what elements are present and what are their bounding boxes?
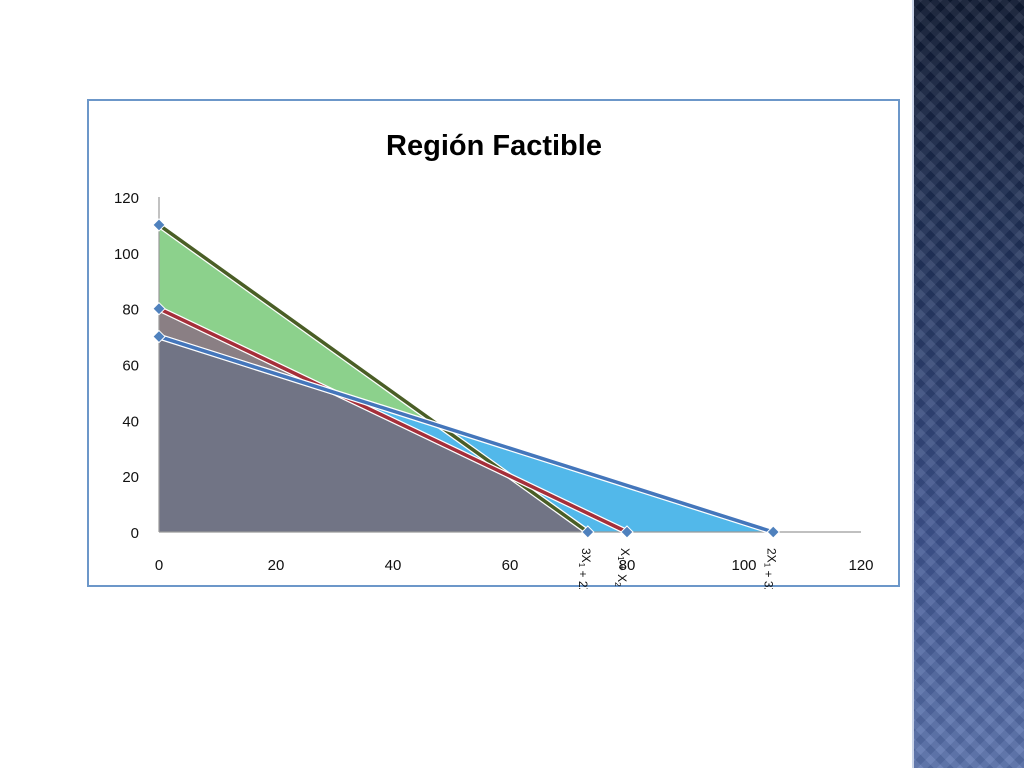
decorative-side-panel <box>912 0 1024 768</box>
chart-frame: Región Factible 0 20 40 60 80 100 120 0 20 40 60 80… <box>87 99 900 641</box>
constraint-label-text: 2X <box>764 548 778 563</box>
axes <box>158 197 861 533</box>
y-tick-label-6: 120 <box>114 190 139 207</box>
constraint-label-text: + 2X <box>576 567 590 589</box>
y-tick-label-4: 80 <box>122 302 139 319</box>
constraint-line-c2 <box>157 306 629 534</box>
constraint-label-subscript: 1 <box>616 556 625 561</box>
constraint-label-subscript: 2 <box>613 582 622 587</box>
x-tick-label-1: 20 <box>268 557 285 574</box>
x-tick-label-2: 40 <box>385 557 402 574</box>
x-tick-label-3: 60 <box>502 557 519 574</box>
marker-c1-0 <box>152 218 166 232</box>
marker-c2-0 <box>152 301 166 316</box>
x-tick-label-4: 80 <box>619 557 636 574</box>
constraint-label-text: + 3X <box>761 567 775 589</box>
marker-c1-1 <box>581 525 595 539</box>
chart-title: Región Factible <box>386 130 602 162</box>
constraint-line-c3 <box>157 334 775 534</box>
constraint-label-text: + X <box>615 560 629 582</box>
marker-c2-1 <box>620 525 634 539</box>
feasible-region-group <box>159 336 588 532</box>
x-tick-label-5: 100 <box>731 557 756 574</box>
x-tick-label-0: 0 <box>155 557 163 574</box>
y-tick-label-0: 0 <box>131 525 139 542</box>
y-tick-label-3: 60 <box>122 358 139 375</box>
y-tick-label-1: 20 <box>122 469 139 486</box>
tick-labels: 0 20 40 60 80 100 120 0 20 40 60 80 100 120 <box>114 190 874 574</box>
constraint-lines <box>156 221 777 535</box>
constraint-label-c2: X1 + X2 <= 80 <box>612 548 632 589</box>
constraint-label-text: X <box>618 548 632 556</box>
y-tick-label-2: 40 <box>122 413 139 430</box>
constraint-label-text: 3X <box>579 548 593 563</box>
constraint-label-c1: 3X1 + 2X2 <= 220 <box>573 548 593 589</box>
constraint-label-subscript: 1 <box>762 563 771 568</box>
chart-svg: Región Factible 0 20 40 60 80 100 120 0 20 40 60 80… <box>114 130 874 641</box>
y-tick-label-5: 100 <box>114 246 139 263</box>
x-tick-label-6: 120 <box>848 557 873 574</box>
marker-c3-1 <box>766 525 780 539</box>
constraint-label-text: <= 80 <box>612 587 626 589</box>
constraint-label-c3: 2X1 + 3X2 <= 210 <box>758 548 778 589</box>
feasible-region <box>159 336 588 532</box>
marker-c3-0 <box>152 329 166 344</box>
constraint-markers <box>152 218 780 539</box>
constraint-label-subscript: 1 <box>577 563 586 568</box>
